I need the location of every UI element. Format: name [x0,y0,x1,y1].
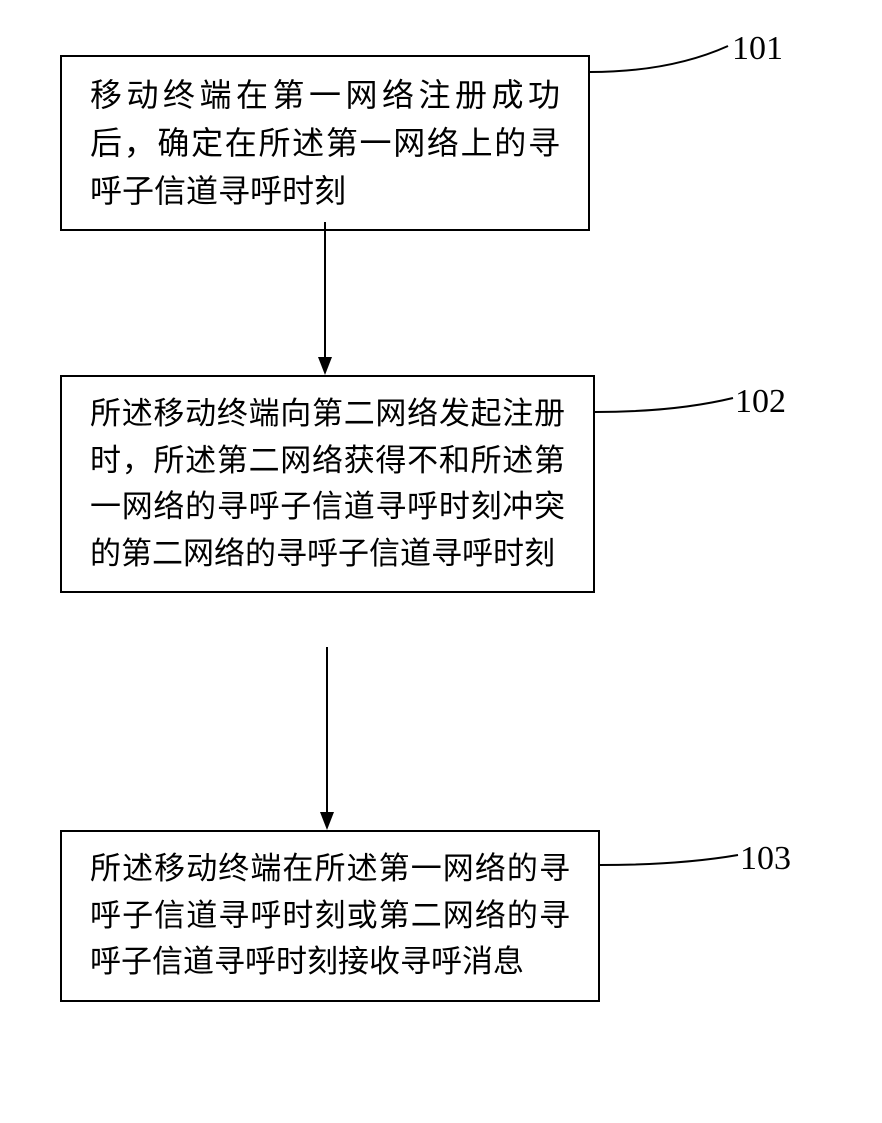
node-text: 所述移动终端在所述第一网络的寻呼子信道寻呼时刻或第二网络的寻呼子信道寻呼时刻接收… [90,851,570,979]
label-connector-102 [595,390,745,430]
flow-node-102: 所述移动终端向第二网络发起注册时，所述第二网络获得不和所述第一网络的寻呼子信道寻… [60,375,595,593]
arrow-102-103 [320,647,340,832]
flow-node-103: 所述移动终端在所述第一网络的寻呼子信道寻呼时刻或第二网络的寻呼子信道寻呼时刻接收… [60,830,600,1002]
node-text: 移动终端在第一网络注册成功后，确定在所述第一网络上的寻呼子信道寻呼时刻 [90,77,560,209]
node-text: 所述移动终端向第二网络发起注册时，所述第二网络获得不和所述第一网络的寻呼子信道寻… [90,396,565,571]
label-connector-103 [600,845,750,885]
arrow-101-102 [318,222,338,377]
flow-node-101: 移动终端在第一网络注册成功后，确定在所述第一网络上的寻呼子信道寻呼时刻 [60,55,590,231]
label-connector-101 [590,40,740,90]
